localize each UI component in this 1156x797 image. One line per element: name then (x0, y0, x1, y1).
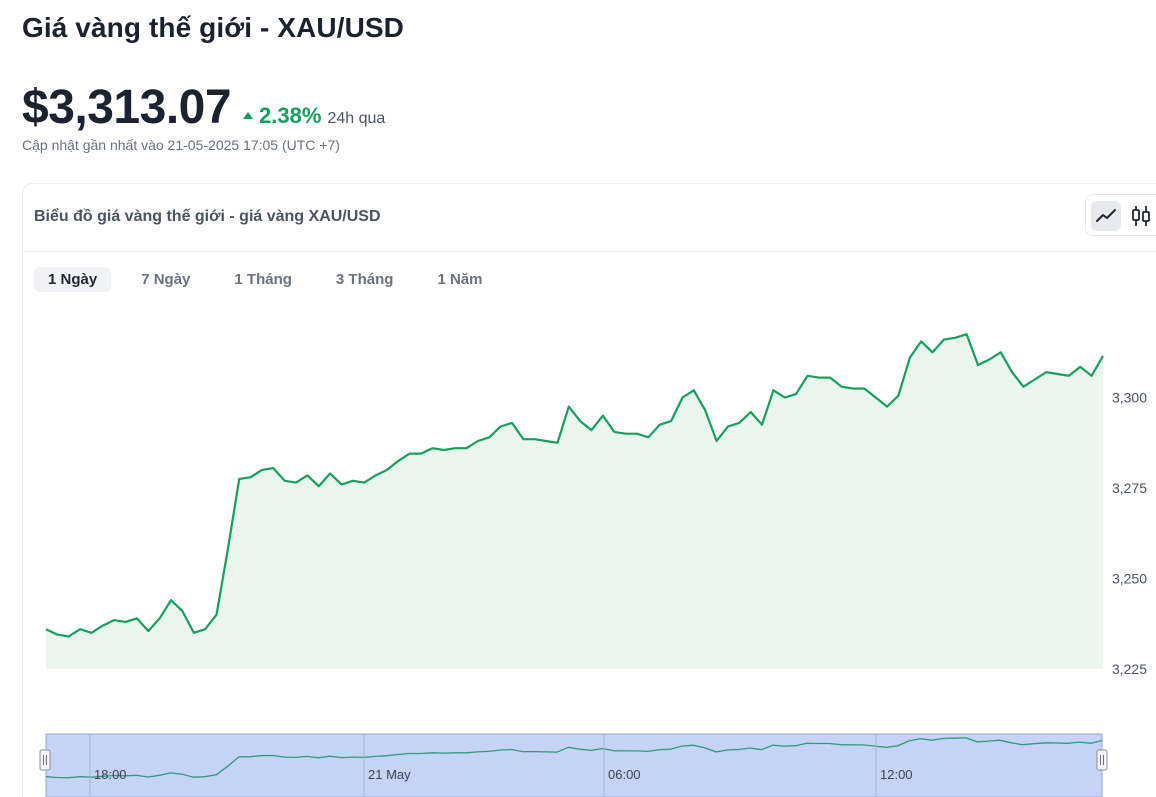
navigator-selection[interactable] (45, 733, 1103, 797)
tab-7-days[interactable]: 7 Ngày (141, 271, 191, 288)
price-change: 2.38% 24h qua (243, 103, 385, 129)
range-tabs: 1 Ngày 7 Ngày 1 Tháng 3 Tháng 1 Năm (34, 267, 512, 292)
line-chart-icon (1096, 209, 1116, 222)
current-price: $3,313.07 (22, 81, 232, 134)
y-tick-label: 3,275 (1112, 480, 1147, 496)
y-tick-label: 3,225 (1112, 661, 1147, 677)
line-view-button[interactable] (1091, 201, 1121, 231)
navigator-time-label: 12:00 (880, 767, 913, 782)
arrow-up-icon (243, 112, 254, 119)
navigator-line (45, 737, 1103, 779)
card-divider (23, 251, 1156, 252)
price-row: $3,313.07 2.38% 24h qua (22, 80, 385, 135)
navigator-time-label: 06:00 (608, 767, 641, 782)
navigator-right-handle[interactable] (1096, 749, 1108, 771)
price-line (45, 333, 1104, 638)
chart-view-toggle (1085, 194, 1156, 236)
navigator-left-handle[interactable] (39, 749, 51, 771)
tab-3-months[interactable]: 3 Tháng (335, 271, 394, 288)
y-tick-label: 3,300 (1112, 390, 1147, 406)
page-title: Giá vàng thế giới - XAU/USD (22, 12, 404, 43)
navigator-time-label: 21 May (368, 767, 411, 782)
y-tick-label: 3,250 (1112, 571, 1147, 587)
candlestick-icon (1132, 206, 1150, 226)
chart-card-title: Biểu đồ giá vàng thế giới - giá vàng XAU… (34, 208, 381, 225)
tab-1-year[interactable]: 1 Năm (437, 271, 483, 288)
tab-1-day[interactable]: 1 Ngày (34, 267, 112, 292)
tab-1-month[interactable]: 1 Tháng (234, 271, 292, 288)
price-chart[interactable]: 3,225 3,250 3,275 3,300 (0, 0, 1156, 700)
candlestick-view-button[interactable] (1126, 201, 1156, 231)
change-period: 24h qua (327, 110, 386, 127)
change-percent: 2.38% (259, 103, 322, 128)
navigator-time-label: 18:00 (94, 767, 127, 782)
price-area-fill (46, 334, 1103, 669)
last-updated: Cập nhật gần nhất vào 21-05-2025 17:05 (… (22, 137, 340, 153)
